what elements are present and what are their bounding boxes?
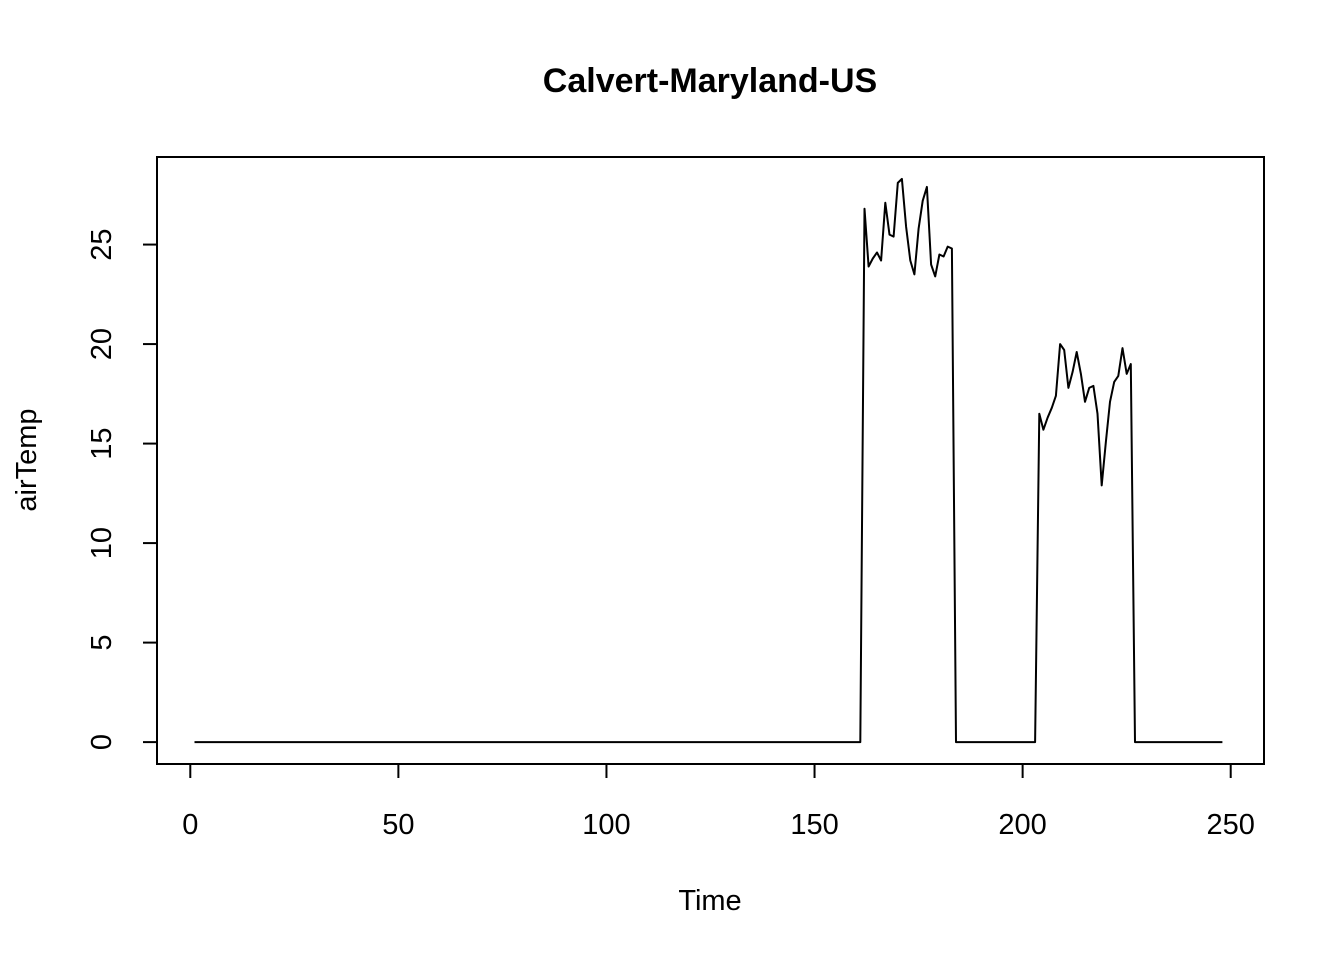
x-tick-label: 0	[182, 809, 198, 841]
y-tick-label: 25	[86, 228, 118, 260]
x-tick-label: 50	[382, 809, 414, 841]
plot-area-border	[156, 156, 1265, 765]
y-tick-label: 10	[86, 527, 118, 559]
y-tick-label: 15	[86, 427, 118, 459]
x-axis-label: Time	[678, 885, 741, 917]
y-tick-label: 0	[86, 734, 118, 750]
x-tick-label: 100	[582, 809, 630, 841]
x-tick-label: 150	[790, 809, 838, 841]
x-tick-label: 200	[998, 809, 1046, 841]
y-axis-label: airTemp	[11, 408, 43, 511]
y-tick-label: 5	[86, 635, 118, 651]
series-line-airtemp	[194, 177, 1223, 744]
chart-title: Calvert-Maryland-US	[543, 62, 877, 100]
x-tick-label: 250	[1207, 809, 1255, 841]
y-tick-label: 20	[86, 328, 118, 360]
y-axis: 0 5 10 15 20 25	[86, 228, 158, 750]
x-axis: 0 50 100 150 200 250	[182, 763, 1255, 841]
